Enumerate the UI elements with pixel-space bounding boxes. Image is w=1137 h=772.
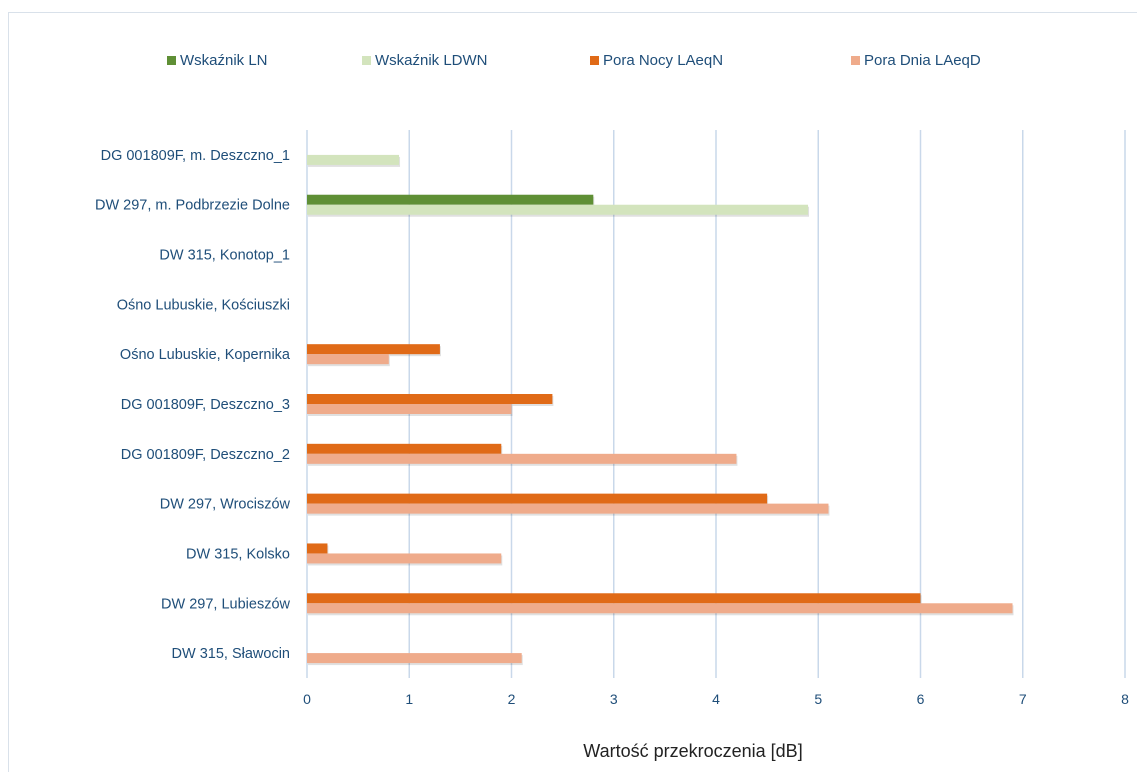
bar-pora-dnia-laeqd-5 [307, 404, 512, 414]
category-label-4: Ośno Lubuskie, Kopernika [120, 347, 291, 363]
bar-wska-nik-ldwn-0 [307, 154, 400, 165]
legend-swatch-laeqn [590, 56, 599, 65]
bar-wska-nik-ln-1 [307, 194, 594, 205]
legend-label-ln: Wskaźnik LN [180, 52, 268, 69]
bar-pora-dnia-laeqd-6 [307, 453, 737, 464]
category-label-3: Ośno Lubuskie, Kościuszki [117, 297, 290, 313]
legend-item-ln: Wskaźnik LN [167, 52, 268, 69]
bar-wska-nik-ldwn-1 [307, 204, 809, 215]
bar-pora-nocy-laeqn-4 [307, 344, 440, 355]
legend-swatch-ln [167, 56, 176, 65]
x-tick-label-7: 7 [1019, 691, 1027, 707]
bar-pora-nocy-laeqn-5 [307, 394, 553, 404]
x-tick-label-6: 6 [917, 691, 925, 707]
legend-label-laeqd: Pora Dnia LAeqD [864, 52, 981, 69]
x-tick-label-0: 0 [303, 691, 311, 707]
x-tick-label-3: 3 [610, 691, 618, 707]
chart-frame [8, 12, 1137, 772]
bar-pora-nocy-laeqn-7 [307, 493, 768, 504]
bar-pora-dnia-laeqd-7 [307, 503, 829, 514]
category-label-7: DW 297, Wrociszów [160, 497, 291, 513]
legend-swatch-ldwn [362, 56, 371, 65]
x-tick-label-1: 1 [405, 691, 413, 707]
category-label-5: DG 001809F, Deszczno_3 [121, 397, 290, 413]
legend-label-ldwn: Wskaźnik LDWN [375, 52, 488, 69]
legend-label-laeqn: Pora Nocy LAeqN [603, 52, 724, 69]
legend-item-laeqd: Pora Dnia LAeqD [851, 52, 981, 69]
x-axis-title: Wartość przekroczenia [dB] [583, 741, 802, 761]
category-label-10: DW 315, Sławocin [172, 646, 290, 662]
bar-pora-dnia-laeqd-9 [307, 603, 1013, 614]
legend: Wskaźnik LN Wskaźnik LDWN Pora Nocy LAeq… [0, 52, 1137, 72]
legend-swatch-laeqd [851, 56, 860, 65]
x-tick-label-2: 2 [508, 691, 516, 707]
legend-item-laeqn: Pora Nocy LAeqN [590, 52, 723, 69]
category-label-8: DW 315, Kolsko [186, 546, 290, 562]
category-label-0: DG 001809F, m. Deszczno_1 [101, 148, 290, 164]
bar-pora-nocy-laeqn-9 [307, 593, 921, 604]
category-label-2: DW 315, Konotop_1 [159, 248, 290, 264]
category-label-9: DW 297, Lubieszów [161, 596, 290, 612]
bar-pora-nocy-laeqn-8 [307, 543, 328, 554]
bar-pora-nocy-laeqn-6 [307, 443, 502, 454]
x-tick-label-8: 8 [1121, 691, 1129, 707]
bar-pora-dnia-laeqd-10 [307, 653, 522, 664]
x-tick-label-5: 5 [814, 691, 822, 707]
bar-pora-dnia-laeqd-4 [307, 354, 389, 365]
x-tick-label-4: 4 [712, 691, 720, 707]
category-label-6: DG 001809F, Deszczno_2 [121, 447, 290, 463]
legend-item-ldwn: Wskaźnik LDWN [362, 52, 488, 69]
category-label-1: DW 297, m. Podbrzezie Dolne [95, 198, 290, 214]
bar-pora-dnia-laeqd-8 [307, 553, 502, 564]
